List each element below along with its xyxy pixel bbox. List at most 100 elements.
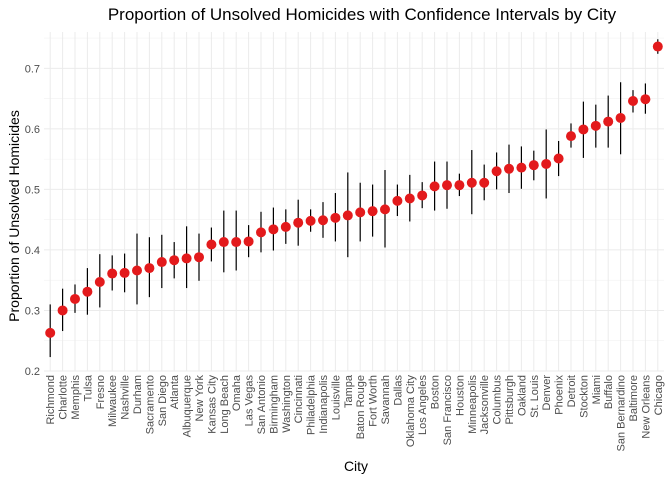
data-point bbox=[243, 236, 254, 247]
data-point bbox=[218, 237, 229, 248]
y-axis-tick-labels: 0.2 0.3 0.4 0.5 0.6 0.7 bbox=[25, 63, 40, 378]
data-point bbox=[169, 255, 180, 266]
x-tick-label: Jacksonville bbox=[479, 375, 491, 434]
data-point bbox=[541, 158, 552, 169]
x-tick-label: Miami bbox=[591, 375, 603, 404]
x-tick-label: Birmingham bbox=[268, 375, 280, 434]
x-tick-label: Louisville bbox=[330, 375, 342, 420]
data-point bbox=[119, 267, 130, 278]
x-tick-label: Oklahoma City bbox=[405, 375, 417, 448]
data-point bbox=[206, 239, 217, 250]
x-tick-label: Tampa bbox=[343, 374, 355, 408]
x-tick-label: Baltimore bbox=[628, 375, 640, 421]
data-point bbox=[181, 253, 192, 264]
x-axis-title: City bbox=[344, 458, 368, 474]
data-points bbox=[45, 41, 663, 338]
x-tick-label: Milwaukee bbox=[107, 375, 119, 427]
x-tick-label: Las Vegas bbox=[244, 375, 256, 427]
data-point bbox=[305, 215, 316, 226]
x-tick-label: Albuquerque bbox=[182, 375, 194, 437]
x-tick-label: Omaha bbox=[231, 374, 243, 411]
data-point bbox=[318, 215, 328, 226]
x-tick-label: Los Angeles bbox=[417, 375, 429, 435]
data-point bbox=[628, 96, 638, 107]
data-point bbox=[454, 180, 465, 191]
x-tick-label: Philadelphia bbox=[306, 374, 318, 435]
x-tick-label: Fresno bbox=[95, 375, 107, 409]
y-tick-label: 0.5 bbox=[25, 184, 40, 196]
chart-title: Proportion of Unsolved Homicides with Co… bbox=[108, 5, 617, 24]
data-point bbox=[504, 163, 514, 174]
x-axis-tick-labels: Richmond Charlotte Memphis Tulsa Fresno Milwa… bbox=[45, 374, 665, 451]
data-point bbox=[280, 221, 291, 232]
x-tick-label: Savannah bbox=[380, 375, 392, 425]
data-point bbox=[442, 180, 452, 191]
data-point bbox=[479, 177, 490, 188]
x-tick-label: Baton Rouge bbox=[355, 375, 367, 439]
data-point bbox=[268, 224, 279, 235]
data-point bbox=[566, 131, 576, 142]
data-point bbox=[342, 210, 353, 221]
x-tick-label: Washington bbox=[281, 375, 293, 433]
data-point bbox=[578, 124, 589, 135]
data-point bbox=[330, 212, 341, 223]
data-point bbox=[256, 227, 266, 238]
x-tick-label: Oakland bbox=[516, 375, 528, 416]
x-tick-label: Chicago bbox=[653, 375, 665, 415]
x-tick-label: Memphis bbox=[70, 375, 82, 420]
x-tick-label: Detroit bbox=[566, 375, 578, 407]
data-point bbox=[429, 181, 440, 192]
y-tick-label: 0.6 bbox=[25, 124, 40, 136]
data-point bbox=[491, 166, 502, 177]
x-tick-label: Durham bbox=[132, 375, 144, 414]
data-point bbox=[194, 252, 204, 263]
x-tick-label: Boston bbox=[430, 375, 442, 409]
x-tick-label: Buffalo bbox=[603, 375, 615, 409]
x-tick-label: Kansas City bbox=[206, 375, 218, 434]
data-point bbox=[82, 286, 93, 297]
x-tick-label: Nashville bbox=[120, 375, 132, 420]
data-point bbox=[417, 190, 428, 201]
y-tick-label: 0.7 bbox=[25, 63, 40, 75]
data-point bbox=[553, 153, 564, 164]
x-tick-label: Atlanta bbox=[169, 374, 181, 409]
data-point bbox=[590, 120, 601, 131]
y-tick-label: 0.2 bbox=[25, 366, 40, 378]
data-point bbox=[70, 293, 80, 304]
data-point bbox=[293, 217, 304, 228]
x-tick-label: Houston bbox=[454, 375, 466, 416]
data-point bbox=[392, 195, 403, 206]
data-point bbox=[615, 112, 626, 123]
x-tick-label: San Antonio bbox=[256, 375, 268, 434]
x-tick-label: Stockton bbox=[578, 375, 590, 418]
y-tick-label: 0.4 bbox=[25, 245, 40, 257]
data-point bbox=[528, 160, 539, 171]
x-tick-label: Charlotte bbox=[58, 375, 70, 420]
x-tick-label: Pittsburgh bbox=[504, 375, 516, 425]
x-tick-label: San Bernardino bbox=[616, 375, 628, 451]
x-tick-label: Phoenix bbox=[554, 375, 566, 415]
data-point bbox=[640, 94, 651, 105]
y-tick-label: 0.3 bbox=[25, 305, 40, 317]
data-point bbox=[404, 193, 415, 204]
x-tick-label: New York bbox=[194, 375, 206, 422]
x-tick-label: Cincinnati bbox=[293, 375, 305, 423]
data-point bbox=[231, 237, 242, 248]
x-tick-label: Minneapolis bbox=[467, 375, 479, 434]
x-tick-label: Sacramento bbox=[144, 375, 156, 434]
data-point bbox=[45, 327, 56, 338]
x-tick-label: Richmond bbox=[45, 375, 57, 425]
y-axis-title: Proportion of Unsolved Homicides bbox=[6, 110, 22, 322]
x-tick-label: Denver bbox=[541, 375, 553, 411]
data-point bbox=[107, 268, 118, 279]
data-point bbox=[466, 177, 477, 188]
data-point bbox=[156, 257, 167, 268]
data-point bbox=[652, 41, 663, 52]
x-tick-label: Fort Worth bbox=[368, 375, 380, 427]
x-tick-label: Columbus bbox=[492, 375, 504, 425]
data-point bbox=[603, 116, 614, 127]
data-point bbox=[144, 263, 155, 274]
x-tick-label: Tulsa bbox=[82, 374, 94, 401]
